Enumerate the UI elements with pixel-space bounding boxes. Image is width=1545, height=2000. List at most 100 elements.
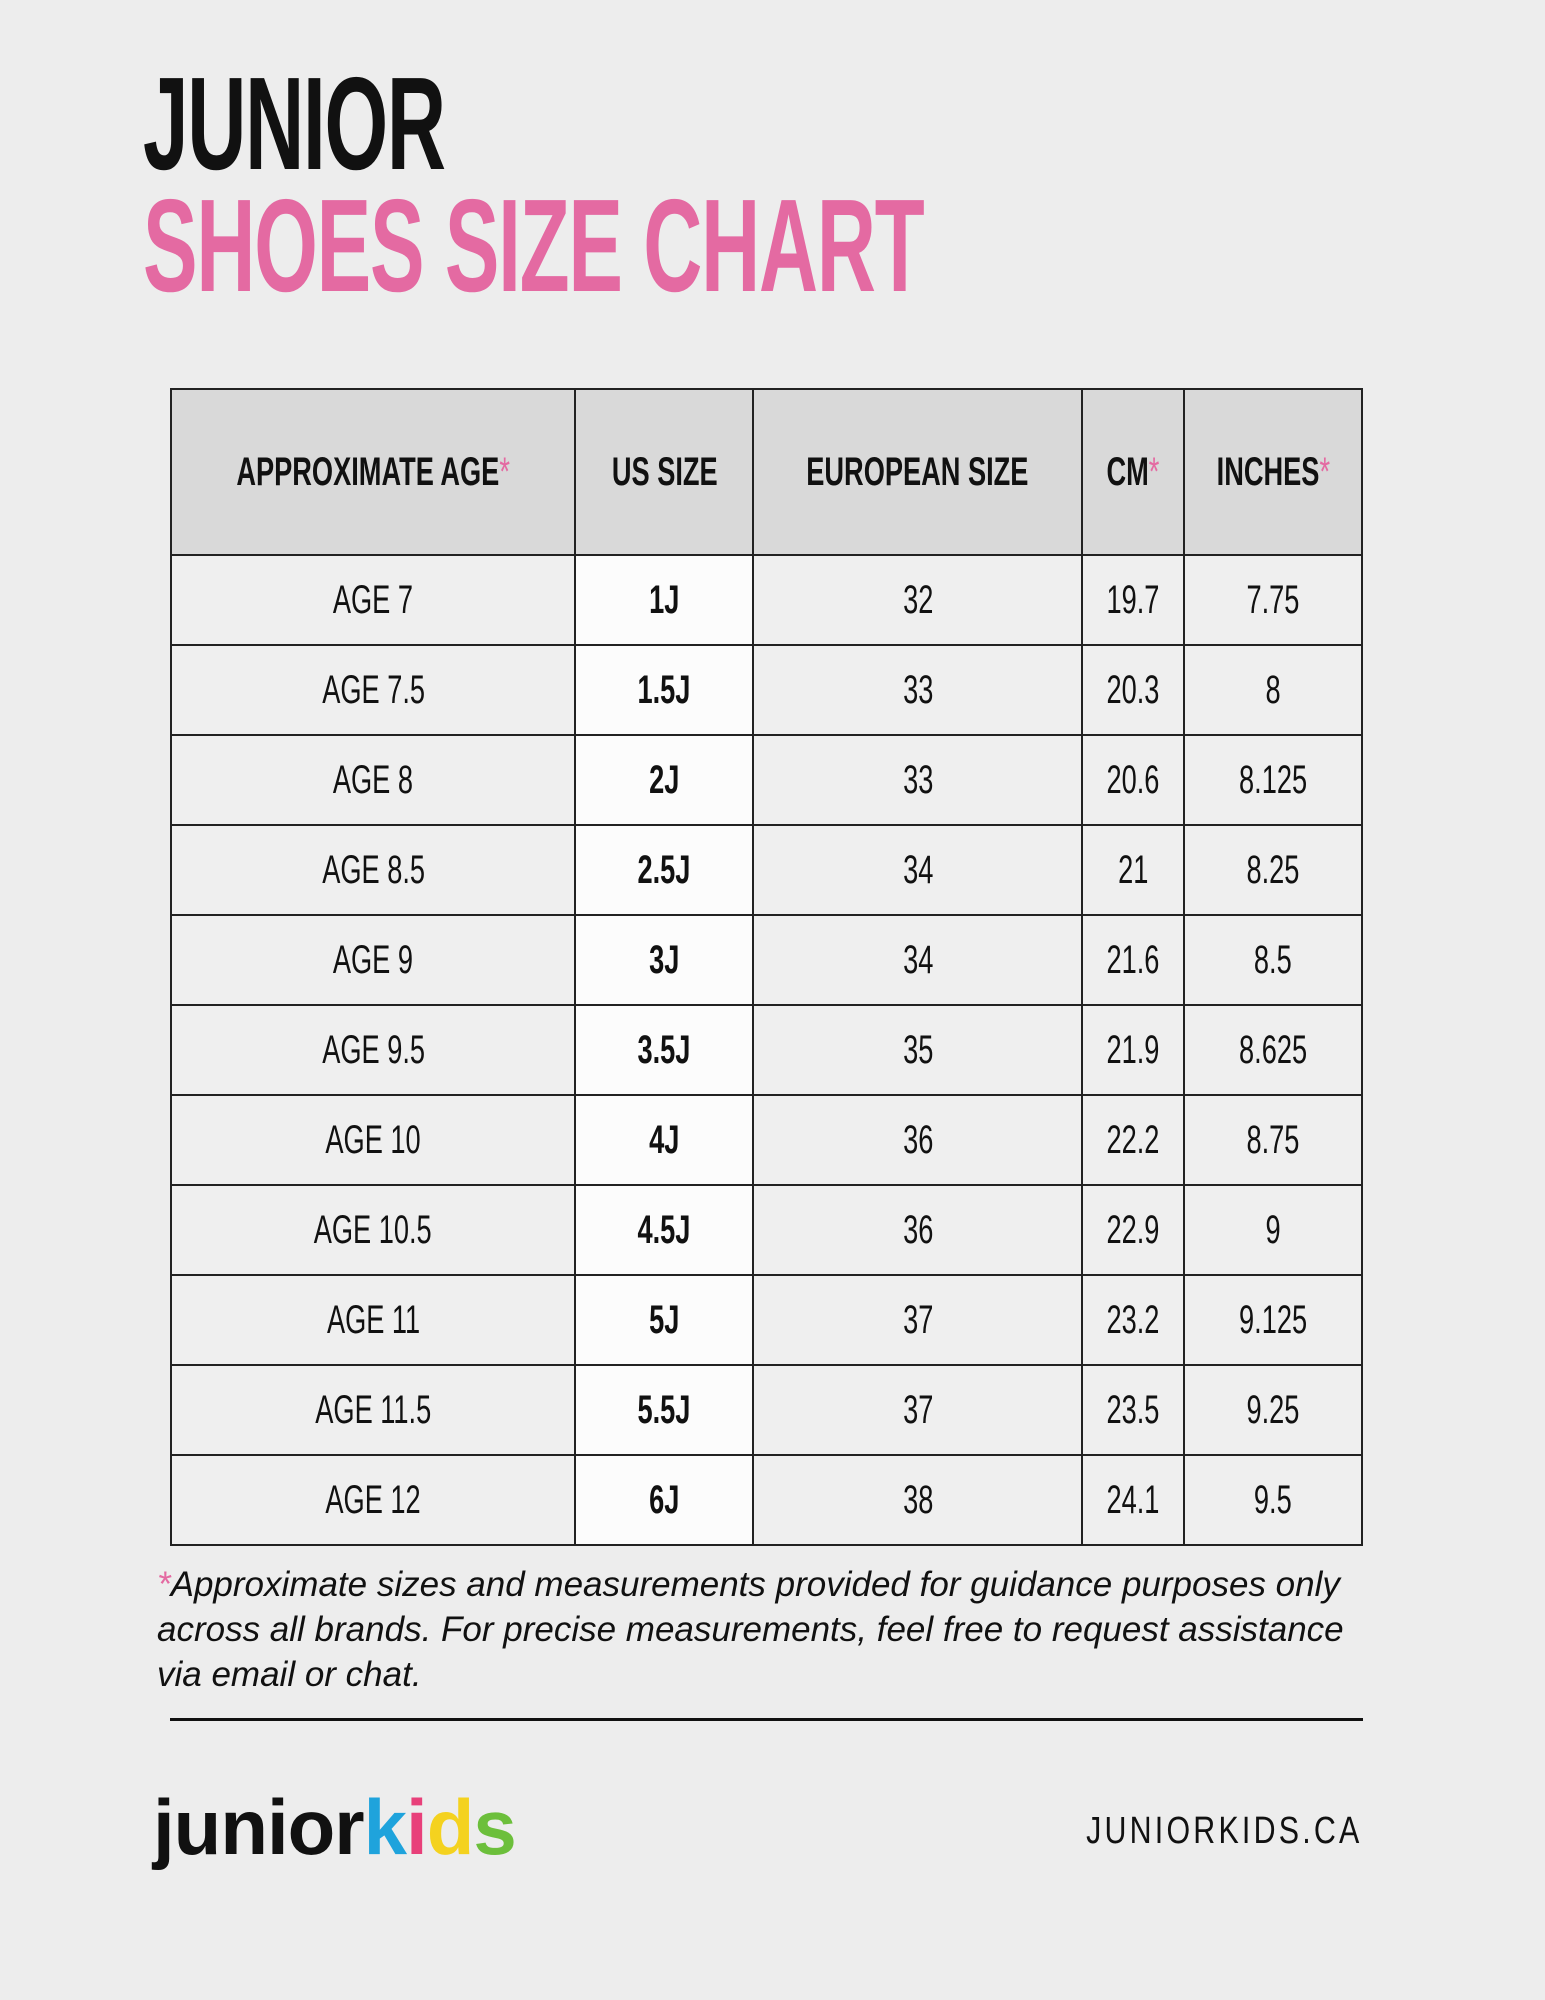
header-wrap: APPROXIMATE AGE*: [236, 450, 510, 495]
cell-text: AGE 10: [325, 1117, 421, 1162]
table-cell: 33: [752, 734, 1084, 826]
cell-text: 8.75: [1246, 1117, 1300, 1162]
table-cell: 20.3: [1081, 644, 1185, 736]
logo-junior: junior: [153, 1783, 365, 1871]
table-cell: 6J: [574, 1454, 755, 1546]
cell-text: 24.1: [1106, 1477, 1160, 1522]
logo-kids: kids: [363, 1783, 517, 1871]
table-cell: 24.1: [1081, 1454, 1185, 1546]
table-cell: 9.25: [1182, 1364, 1364, 1456]
table-cell: AGE 9: [169, 914, 577, 1006]
cell-text: 35: [902, 1027, 933, 1072]
table-row: AGE 12 6J 38 24.1 9.5: [169, 1454, 1364, 1546]
table-cell: 22.2: [1081, 1094, 1185, 1186]
cell-text: AGE 9.5: [321, 1027, 425, 1072]
table-cell: 9.5: [1182, 1454, 1364, 1546]
cell-text: 33: [902, 757, 933, 802]
table-cell: 21.6: [1081, 914, 1185, 1006]
table-row: AGE 7 1J 32 19.7 7.75: [169, 554, 1364, 646]
table-row: AGE 8.5 2.5J 34 21 8.25: [169, 824, 1364, 916]
title-line1: JUNIOR: [143, 50, 446, 197]
cell-text: 8.25: [1246, 847, 1300, 892]
table-cell: 22.9: [1081, 1184, 1185, 1276]
cell-text: 1J: [649, 577, 680, 622]
table-cell: AGE 7.5: [169, 644, 577, 736]
cell-text: AGE 11.5: [315, 1387, 432, 1432]
table-cell: 4.5J: [574, 1184, 755, 1276]
column-header: US SIZE: [574, 388, 755, 556]
table-row: AGE 9.5 3.5J 35 21.9 8.625: [169, 1004, 1364, 1096]
table-row: AGE 8 2J 33 20.6 8.125: [169, 734, 1364, 826]
table-cell: 8.625: [1182, 1004, 1364, 1096]
footnote-text: Approximate sizes and measurements provi…: [157, 1565, 1344, 1694]
table-cell: 20.6: [1081, 734, 1185, 826]
cell-text: 21.6: [1106, 937, 1160, 982]
table-cell: 38: [752, 1454, 1084, 1546]
table-cell: 3.5J: [574, 1004, 755, 1096]
cell-text: 5J: [649, 1297, 680, 1342]
cell-text: AGE 9: [333, 937, 414, 982]
cell-text: 20.6: [1106, 757, 1160, 802]
cell-text: 1.5J: [637, 667, 691, 712]
header-text: EUROPEAN SIZE: [806, 449, 1029, 494]
header-text: INCHES: [1216, 449, 1320, 494]
table-cell: 1.5J: [574, 644, 755, 736]
header-wrap: CM*: [1107, 450, 1160, 495]
cell-text: 20.3: [1106, 667, 1160, 712]
table-cell: AGE 9.5: [169, 1004, 577, 1096]
cell-text: 23.5: [1106, 1387, 1160, 1432]
table-row: AGE 10.5 4.5J 36 22.9 9: [169, 1184, 1364, 1276]
cell-text: 37: [902, 1387, 933, 1432]
cell-text: 34: [902, 937, 933, 982]
table-cell: 9: [1182, 1184, 1364, 1276]
table-cell: 21: [1081, 824, 1185, 916]
header-wrap: INCHES*: [1216, 450, 1329, 495]
table-cell: 2.5J: [574, 824, 755, 916]
cell-text: 23.2: [1106, 1297, 1160, 1342]
cell-text: 38: [902, 1477, 933, 1522]
table-cell: 35: [752, 1004, 1084, 1096]
cell-text: 5.5J: [637, 1387, 691, 1432]
column-header: CM*: [1081, 388, 1185, 556]
footnote-mark: *: [157, 1565, 171, 1604]
cell-text: 4.5J: [637, 1207, 691, 1252]
cell-text: 21.9: [1106, 1027, 1160, 1072]
table-row: AGE 10 4J 36 22.2 8.75: [169, 1094, 1364, 1186]
table-cell: 8.25: [1182, 824, 1364, 916]
table-cell: 7.75: [1182, 554, 1364, 646]
table-cell: 23.5: [1081, 1364, 1185, 1456]
header-mark: *: [1319, 449, 1330, 494]
footnote: *Approximate sizes and measurements prov…: [157, 1562, 1357, 1697]
cell-text: 33: [902, 667, 933, 712]
column-header: INCHES*: [1182, 388, 1364, 556]
table-cell: 5.5J: [574, 1364, 755, 1456]
header-row: APPROXIMATE AGE* US SIZE EUROPEAN SIZE CM* I…: [169, 388, 1364, 556]
cell-text: AGE 12: [325, 1477, 421, 1522]
logo: juniorkids: [153, 1782, 517, 1873]
cell-text: 36: [902, 1207, 933, 1252]
table-cell: 36: [752, 1184, 1084, 1276]
cell-text: 22.9: [1106, 1207, 1160, 1252]
table-cell: 34: [752, 824, 1084, 916]
table-cell: 33: [752, 644, 1084, 736]
cell-text: 8.125: [1238, 757, 1307, 802]
cell-text: AGE 10.5: [314, 1207, 433, 1252]
table-cell: 9.125: [1182, 1274, 1364, 1366]
table-cell: 8.75: [1182, 1094, 1364, 1186]
cell-text: 19.7: [1106, 577, 1160, 622]
table-cell: 34: [752, 914, 1084, 1006]
logo-letter: k: [363, 1783, 407, 1871]
cell-text: AGE 8: [333, 757, 414, 802]
cell-text: 2.5J: [637, 847, 691, 892]
table-cell: AGE 10.5: [169, 1184, 577, 1276]
cell-text: 9: [1265, 1207, 1281, 1252]
header-mark: *: [499, 449, 510, 494]
cell-text: AGE 7: [333, 577, 414, 622]
table-row: AGE 9 3J 34 21.6 8.5: [169, 914, 1364, 1006]
cell-text: 34: [902, 847, 933, 892]
cell-text: 2J: [649, 757, 680, 802]
table-cell: 23.2: [1081, 1274, 1185, 1366]
table-cell: 3J: [574, 914, 755, 1006]
table-cell: 8: [1182, 644, 1364, 736]
